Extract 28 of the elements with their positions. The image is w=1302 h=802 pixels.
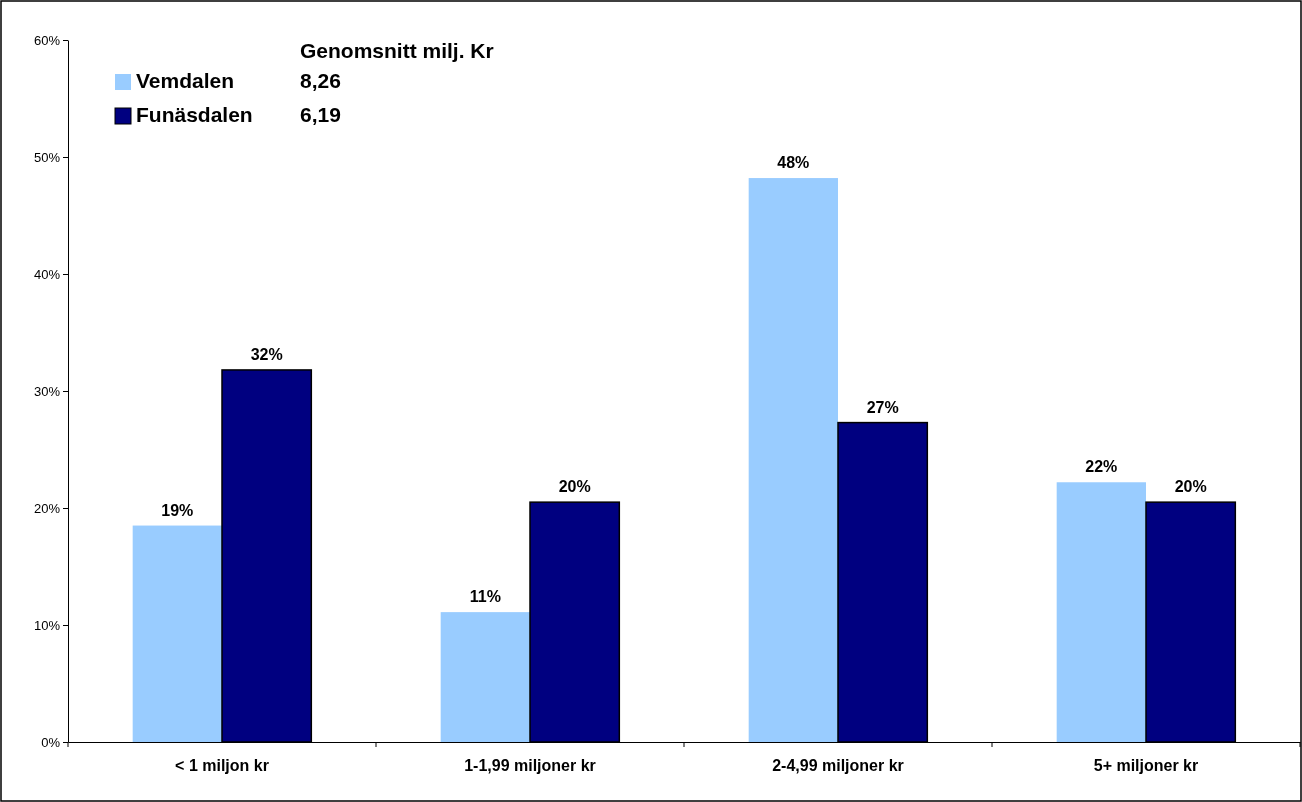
x-tick-label: 1-1,99 miljoner kr <box>464 756 596 774</box>
data-label: 32% <box>250 345 283 363</box>
y-tick-label: 60% <box>33 32 61 48</box>
annotation: 8,26 <box>300 69 341 92</box>
bar <box>132 525 222 742</box>
annotation: 6,19 <box>300 103 341 126</box>
bar <box>440 612 530 742</box>
annotation: Genomsnitt milj. Kr <box>300 39 494 62</box>
data-label: 48% <box>777 154 810 172</box>
legend-label: Vemdalen <box>136 69 235 92</box>
bar <box>748 178 838 742</box>
legend-label: Funäsdalen <box>136 103 253 126</box>
x-tick-label: 2-4,99 miljoner kr <box>772 756 904 774</box>
data-label: 20% <box>558 478 591 496</box>
y-tick-label: 30% <box>33 383 61 399</box>
y-tick-label: 40% <box>33 266 61 282</box>
data-label: 27% <box>866 398 899 416</box>
y-tick-label: 20% <box>33 500 61 516</box>
bar <box>1056 482 1146 742</box>
data-label: 11% <box>469 588 501 606</box>
y-tick-label: 10% <box>33 617 61 633</box>
data-label: 19% <box>161 501 194 519</box>
data-label: 20% <box>1174 478 1207 496</box>
data-label: 22% <box>1085 458 1118 476</box>
y-tick-label: 0% <box>41 734 61 750</box>
y-tick-label: 50% <box>33 149 61 165</box>
x-tick-label: < 1 miljon kr <box>175 756 269 774</box>
x-tick-label: 5+ miljoner kr <box>1093 756 1199 774</box>
